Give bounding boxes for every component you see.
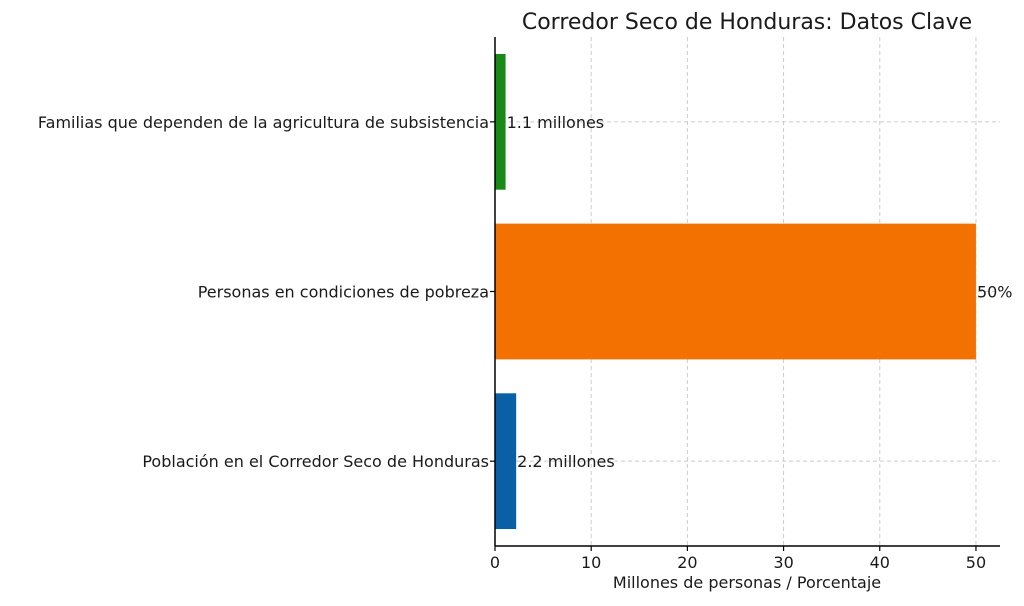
x-axis-label: Millones de personas / Porcentaje [613, 573, 881, 592]
y-tick-label: Personas en condiciones de pobreza [198, 283, 489, 302]
x-tick-label: 50 [966, 553, 986, 572]
ticks-layer: 0 10 20 30 40 50 Población en el Corredor Seco… [38, 113, 986, 572]
x-tick-label: 40 [870, 553, 890, 572]
y-tick-label: Población en el Corredor Seco de Hondura… [142, 452, 489, 471]
x-tick-label: 30 [773, 553, 793, 572]
bar [495, 53, 506, 190]
data-label: 50% [977, 283, 1013, 302]
labels-layer: 2.2 millones 50% 1.1 millones [507, 113, 1013, 471]
data-label: 2.2 millones [517, 452, 615, 471]
chart-title: Corredor Seco de Honduras: Datos Clave [522, 10, 972, 35]
bars-layer [495, 53, 976, 530]
x-tick-label: 20 [677, 553, 697, 572]
y-tick-label: Familias que dependen de la agricultura … [38, 113, 489, 132]
x-tick-label: 0 [490, 553, 500, 572]
bar [495, 393, 517, 530]
data-label: 1.1 millones [507, 113, 605, 132]
x-tick-label: 10 [581, 553, 601, 572]
bar [495, 223, 976, 360]
